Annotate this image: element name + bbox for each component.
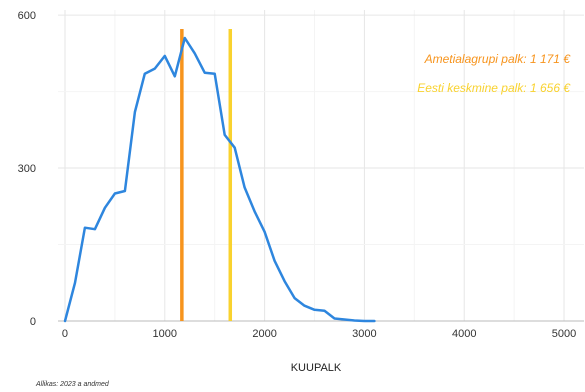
x-tick-label: 5000	[552, 328, 576, 340]
y-tick-label: 600	[18, 10, 36, 22]
y-tick-label: 300	[18, 163, 36, 175]
x-tick-label: 4000	[452, 328, 476, 340]
y-tick-label: 0	[30, 316, 36, 328]
x-tick-label: 1000	[153, 328, 177, 340]
series-lines	[63, 36, 376, 323]
x-tick-label: 0	[62, 328, 68, 340]
source-note: Allikas: 2023 a andmed	[35, 381, 110, 388]
reference-lines	[180, 29, 233, 321]
tick-labels: 0 1000 2000 3000 4000 5000 0 300 600	[18, 10, 577, 340]
series-line-1	[63, 36, 376, 323]
x-tick-label: 2000	[252, 328, 276, 340]
x-tick-label: 3000	[352, 328, 376, 340]
annotation-eesti-keskmine-palk: Eesti keskmine palk: 1 656 €	[417, 81, 571, 95]
x-axis-title: KUUPALK	[291, 362, 342, 374]
annotation-ametialagrupi-palk: Ametialagrupi palk: 1 171 €	[424, 52, 572, 66]
